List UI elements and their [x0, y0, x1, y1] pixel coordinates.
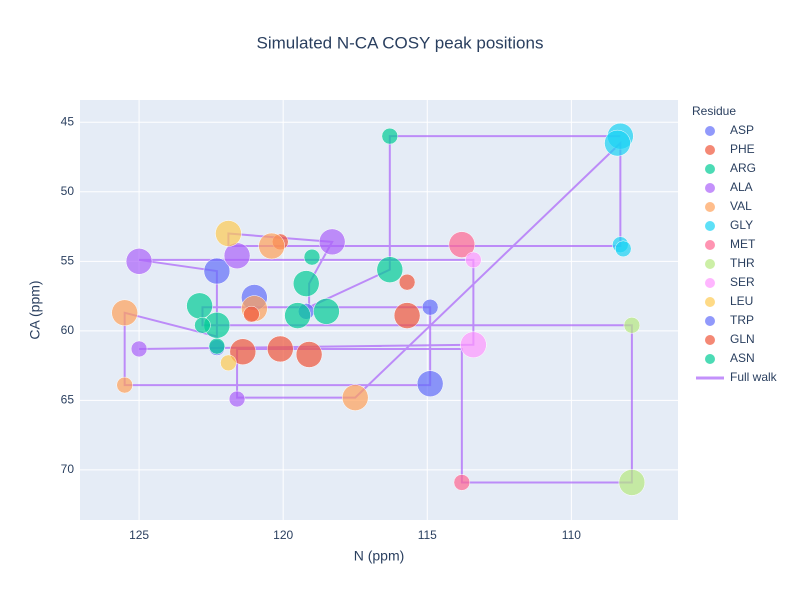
- peak-marker: [416, 370, 444, 397]
- peak-marker: [116, 376, 133, 394]
- legend-marker: [705, 297, 715, 307]
- peak-marker: [243, 305, 260, 323]
- peak-marker: [130, 340, 148, 358]
- peak-marker: [393, 302, 421, 329]
- peak-marker: [313, 298, 340, 325]
- peak-marker: [398, 273, 416, 291]
- legend-label: GLN: [730, 332, 755, 346]
- peak-marker: [229, 338, 257, 365]
- peak-marker: [453, 474, 471, 491]
- legend-marker: [705, 202, 715, 212]
- y-tick-label: 45: [61, 114, 75, 128]
- x-tick-label: 115: [418, 528, 437, 542]
- peak-marker: [228, 390, 246, 408]
- x-tick-label: 120: [273, 528, 293, 542]
- y-tick-label: 50: [61, 184, 75, 198]
- y-tick-label: 65: [61, 393, 75, 407]
- legend-label: PHE: [730, 142, 755, 156]
- peak-marker: [448, 231, 476, 258]
- legend-marker: [705, 126, 715, 136]
- peak-marker: [318, 228, 346, 256]
- legend-marker: [705, 316, 715, 326]
- legend-marker: [705, 259, 715, 269]
- legend-title: Residue: [692, 104, 736, 118]
- peak-marker: [284, 302, 311, 329]
- peak-marker: [614, 240, 632, 258]
- y-tick-label: 70: [61, 462, 75, 476]
- y-tick-label: 60: [61, 323, 75, 337]
- legend-marker: [705, 221, 715, 231]
- legend-label: ASP: [730, 123, 754, 137]
- peak-marker: [376, 256, 404, 283]
- peak-marker: [220, 354, 237, 372]
- legend-label: TRP: [730, 313, 754, 327]
- legend-marker: [705, 354, 715, 364]
- peak-marker: [604, 129, 631, 157]
- peak-marker: [203, 257, 231, 285]
- legend-marker: [705, 164, 715, 174]
- legend-marker: [705, 240, 715, 250]
- legend-label: MET: [730, 237, 756, 251]
- legend-label: ASN: [730, 351, 755, 365]
- y-tick-label: 55: [61, 253, 75, 267]
- peak-marker: [460, 331, 487, 359]
- peak-marker: [194, 317, 211, 334]
- peak-marker: [215, 220, 242, 247]
- peak-marker: [618, 469, 646, 496]
- legend-marker: [705, 183, 715, 193]
- x-tick-label: 125: [129, 528, 149, 542]
- peak-marker: [341, 384, 369, 411]
- legend-label: Full walk: [730, 370, 778, 384]
- peak-marker: [111, 299, 138, 327]
- peak-marker: [421, 298, 439, 316]
- legend-label: SER: [730, 275, 755, 289]
- y-axis-title: CA (ppm): [27, 280, 43, 339]
- peak-marker: [465, 251, 482, 269]
- peak-marker: [623, 317, 641, 334]
- legend-marker: [705, 335, 715, 345]
- peak-marker: [125, 248, 153, 275]
- chart-title: Simulated N-CA COSY peak positions: [257, 33, 544, 52]
- x-tick-label: 110: [562, 528, 581, 542]
- peak-marker: [258, 232, 285, 260]
- peak-marker: [381, 127, 399, 145]
- legend-marker: [705, 278, 715, 288]
- legend-label: ALA: [730, 180, 753, 194]
- peak-marker: [303, 248, 321, 266]
- peak-marker: [208, 337, 226, 355]
- peak-marker: [292, 270, 320, 297]
- legend-label: THR: [730, 256, 755, 270]
- x-axis-title: N (ppm): [354, 548, 405, 564]
- legend-label: VAL: [730, 199, 752, 213]
- peak-marker: [267, 335, 294, 363]
- plot-area: [80, 100, 678, 520]
- peak-marker: [295, 341, 323, 368]
- legend-marker: [705, 145, 715, 155]
- legend-label: GLY: [730, 218, 753, 232]
- legend-label: ARG: [730, 161, 756, 175]
- legend-label: LEU: [730, 294, 753, 308]
